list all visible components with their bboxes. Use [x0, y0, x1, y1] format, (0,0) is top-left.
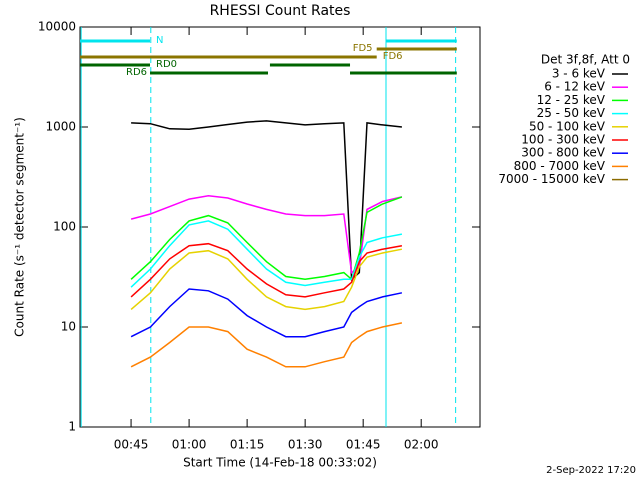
y-tick-label: 1000 [45, 120, 76, 134]
x-tick-label: 01:30 [288, 438, 323, 452]
state-label: FD6 [383, 51, 403, 62]
legend-label: 6 - 12 keV [544, 80, 606, 94]
series-line [131, 120, 402, 281]
chart-title: RHESSI Count Rates [210, 3, 351, 19]
state-label: RD0 [156, 59, 177, 70]
state-label: FD5 [353, 43, 373, 54]
x-tick-label: 01:45 [346, 438, 381, 452]
legend-label: 7000 - 15000 keV [498, 172, 605, 186]
legend-label: 300 - 800 keV [521, 146, 605, 160]
state-label: N [156, 35, 163, 46]
series-line [130, 196, 403, 281]
series-line [130, 195, 403, 274]
legend-label: 50 - 100 keV [529, 119, 606, 133]
y-tick-label: 1 [68, 420, 76, 434]
y-axis-label: Count Rate (s⁻¹ detector segment⁻¹) [13, 117, 27, 337]
series-line [130, 242, 403, 298]
series-line [130, 248, 403, 311]
y-tick-label: 10000 [38, 20, 76, 34]
plot-frame [79, 26, 481, 428]
legend-label: 3 - 6 keV [552, 67, 606, 81]
y-tick-label: 100 [53, 220, 76, 234]
x-axis-label: Start Time (14-Feb-18 00:33:02) [183, 456, 377, 470]
state-label: RD6 [126, 67, 147, 78]
legend-label: 25 - 50 keV [537, 106, 606, 120]
x-tick-label: 01:15 [230, 438, 265, 452]
legend-label: 12 - 25 keV [537, 93, 606, 107]
legend-label: 100 - 300 keV [521, 133, 605, 147]
series-line [130, 288, 403, 338]
x-tick-label: 01:00 [172, 438, 207, 452]
x-tick-label: 02:00 [404, 438, 439, 452]
series-line [130, 322, 403, 368]
timestamp: 2-Sep-2022 17:20 [546, 465, 636, 476]
legend-label: 800 - 7000 keV [514, 159, 606, 173]
legend-title: Det 3f,8f, Att 0 [541, 53, 630, 67]
x-tick-label: 00:45 [114, 438, 149, 452]
y-tick-label: 10 [61, 320, 76, 334]
series-line [130, 220, 403, 288]
